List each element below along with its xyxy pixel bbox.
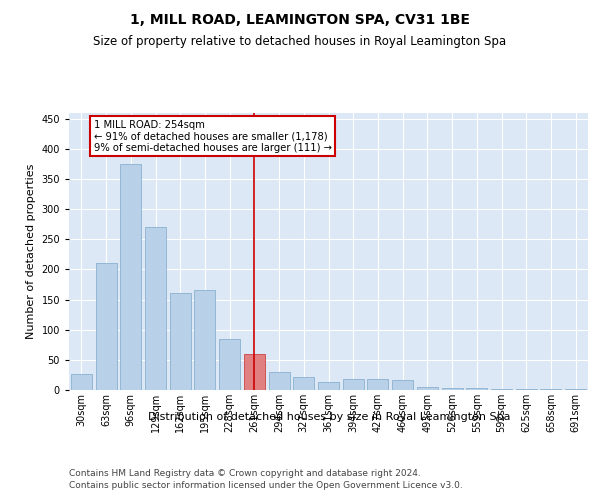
Text: 1 MILL ROAD: 254sqm
← 91% of detached houses are smaller (1,178)
9% of semi-deta: 1 MILL ROAD: 254sqm ← 91% of detached ho… [94, 120, 332, 153]
Bar [417, 387, 438, 390]
Text: Contains HM Land Registry data © Crown copyright and database right 2024.: Contains HM Land Registry data © Crown c… [69, 469, 421, 478]
Y-axis label: Number of detached properties: Number of detached properties [26, 164, 36, 339]
Bar [466, 388, 487, 390]
Bar [219, 338, 240, 390]
Text: Distribution of detached houses by size in Royal Leamington Spa: Distribution of detached houses by size … [148, 412, 510, 422]
Bar [170, 294, 191, 390]
Bar [442, 388, 463, 390]
Text: Size of property relative to detached houses in Royal Leamington Spa: Size of property relative to detached ho… [94, 35, 506, 48]
Bar [491, 389, 512, 390]
Bar [318, 382, 339, 390]
Bar [392, 380, 413, 390]
Bar [95, 264, 116, 390]
Bar [71, 374, 92, 390]
Bar [293, 376, 314, 390]
Bar [194, 290, 215, 390]
Bar [145, 227, 166, 390]
Bar [367, 378, 388, 390]
Text: Contains public sector information licensed under the Open Government Licence v3: Contains public sector information licen… [69, 481, 463, 490]
Bar [269, 372, 290, 390]
Bar [120, 164, 141, 390]
Bar [343, 379, 364, 390]
Bar [244, 354, 265, 390]
Text: 1, MILL ROAD, LEAMINGTON SPA, CV31 1BE: 1, MILL ROAD, LEAMINGTON SPA, CV31 1BE [130, 12, 470, 26]
